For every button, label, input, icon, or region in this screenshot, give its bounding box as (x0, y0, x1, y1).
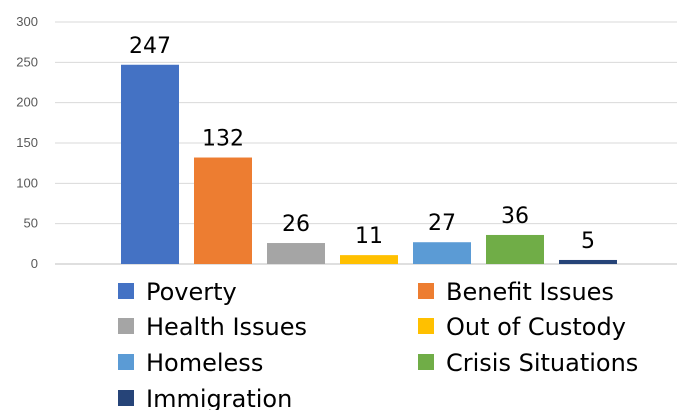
legend-swatch (118, 318, 134, 334)
y-tick-label: 250 (16, 54, 38, 69)
bar-crisis-situations (486, 234, 544, 264)
legend-label: Health Issues (146, 313, 307, 341)
y-tick-label: 150 (16, 135, 38, 150)
legend-swatch (418, 283, 434, 299)
data-label-homeless: 27 (428, 211, 456, 236)
legend-swatch (118, 354, 134, 370)
bars (121, 64, 617, 265)
y-tick-label: 50 (24, 216, 38, 231)
legend-swatch (418, 318, 434, 334)
bar-immigration (559, 259, 617, 264)
y-tick-label: 0 (31, 256, 38, 271)
data-label-out-of-custody: 11 (355, 224, 383, 249)
bar-benefit-issues (194, 157, 252, 264)
legend-item-benefit-issues: Benefit Issues (418, 278, 614, 306)
y-tick-label: 100 (16, 175, 38, 190)
legend-label: Crisis Situations (446, 349, 638, 377)
data-label-benefit-issues: 132 (202, 127, 244, 152)
legend-item-poverty: Poverty (118, 278, 237, 306)
legend-swatch (418, 354, 434, 370)
legend-item-out-of-custody: Out of Custody (418, 313, 626, 341)
legend-item-homeless: Homeless (118, 349, 263, 377)
data-labels: 247 132 26 11 27 36 5 (129, 34, 595, 254)
legend-label: Homeless (146, 349, 263, 377)
legend-label: Immigration (146, 385, 292, 410)
legend-label: Out of Custody (446, 313, 626, 341)
legend-item-health-issues: Health Issues (118, 313, 307, 341)
data-label-health-issues: 26 (282, 212, 310, 237)
legend-label: Poverty (146, 278, 237, 306)
data-label-crisis-situations: 36 (501, 204, 529, 229)
legend-swatch (118, 283, 134, 299)
legend-label: Benefit Issues (446, 278, 614, 306)
legend-item-crisis-situations: Crisis Situations (418, 349, 638, 377)
legend-swatch (118, 390, 134, 406)
y-tick-label: 200 (16, 95, 38, 110)
legend: Poverty Benefit Issues Health Issues Out of… (118, 278, 638, 410)
bar-poverty (121, 64, 179, 265)
y-axis-tick-labels: 0 50 100 150 200 250 300 (16, 14, 38, 271)
bar-homeless (413, 242, 471, 264)
bar-health-issues (267, 243, 325, 264)
data-label-poverty: 247 (129, 34, 171, 59)
data-label-immigration: 5 (581, 229, 595, 254)
y-tick-label: 300 (16, 14, 38, 29)
legend-item-immigration: Immigration (118, 385, 292, 410)
bar-out-of-custody (340, 255, 398, 264)
